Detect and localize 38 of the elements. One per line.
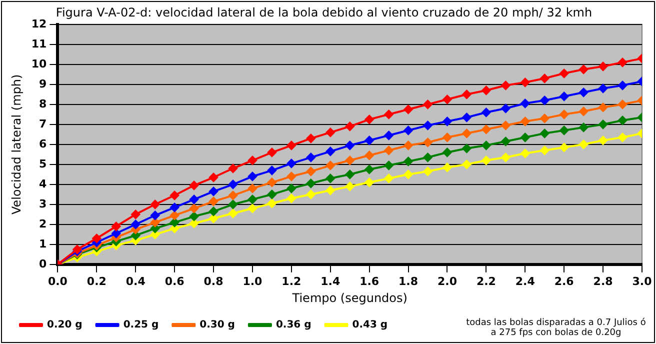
x-tick-label: 1.0 [242,274,263,288]
y-tick-label: 4 [39,177,48,190]
x-tick-label: 1.2 [282,274,302,288]
x-tick-label: 1.4 [320,274,340,288]
y-tick-label: 8 [39,97,47,110]
x-tick-label: 0.4 [126,274,146,288]
x-tick-label: 1.8 [398,274,418,288]
y-tick-label: 10 [31,57,48,70]
legend-label: 0.25 g [123,320,159,331]
y-tick-label: 12 [31,17,47,30]
y-tick-label: 2 [39,217,47,230]
y-tick-label: 0 [39,257,48,270]
legend-label: 0.20 g [47,320,82,331]
x-tick-label: 2.6 [554,274,574,288]
legend-label: 0.36 g [276,320,312,331]
x-tick-label: 2.0 [437,274,458,288]
x-tick-label: 2.8 [593,274,613,288]
text: todas las bolas disparadas a 0.7 Julios ó a 275 fps con bolas de 0.20g [466,318,646,338]
legend-label: 0.30 g [200,320,235,331]
y-tick-label: 7 [39,117,47,130]
legend-label: 0.43 g [352,320,388,331]
y-tick-label: 11 [31,37,47,50]
y-tick-label: 1 [39,237,47,250]
x-tick-label: 0.6 [164,274,185,288]
x-tick-label: 0.8 [204,274,224,288]
y-axis-title: Velocidad lateral (mph) [9,74,24,214]
x-axis-title: Tiempo (segundos) [291,290,408,305]
y-tick-label: 3 [39,197,47,210]
y-tick-label: 5 [39,157,47,170]
x-tick-label: 3.0 [632,274,652,288]
x-tick-label: 0.0 [48,274,68,288]
y-tick-label: 6 [39,137,48,150]
x-tick-label: 1.6 [360,274,380,288]
x-tick-label: 2.4 [515,274,536,288]
x-tick-label: 0.2 [86,274,106,288]
chart-title: Figura V-A-02-d: velocidad lateral de la bola debido al viento cruzado de 20 mph/ 32 kmh [56,5,592,20]
x-tick-label: 2.2 [476,274,496,288]
y-tick-label: 9 [39,77,47,90]
